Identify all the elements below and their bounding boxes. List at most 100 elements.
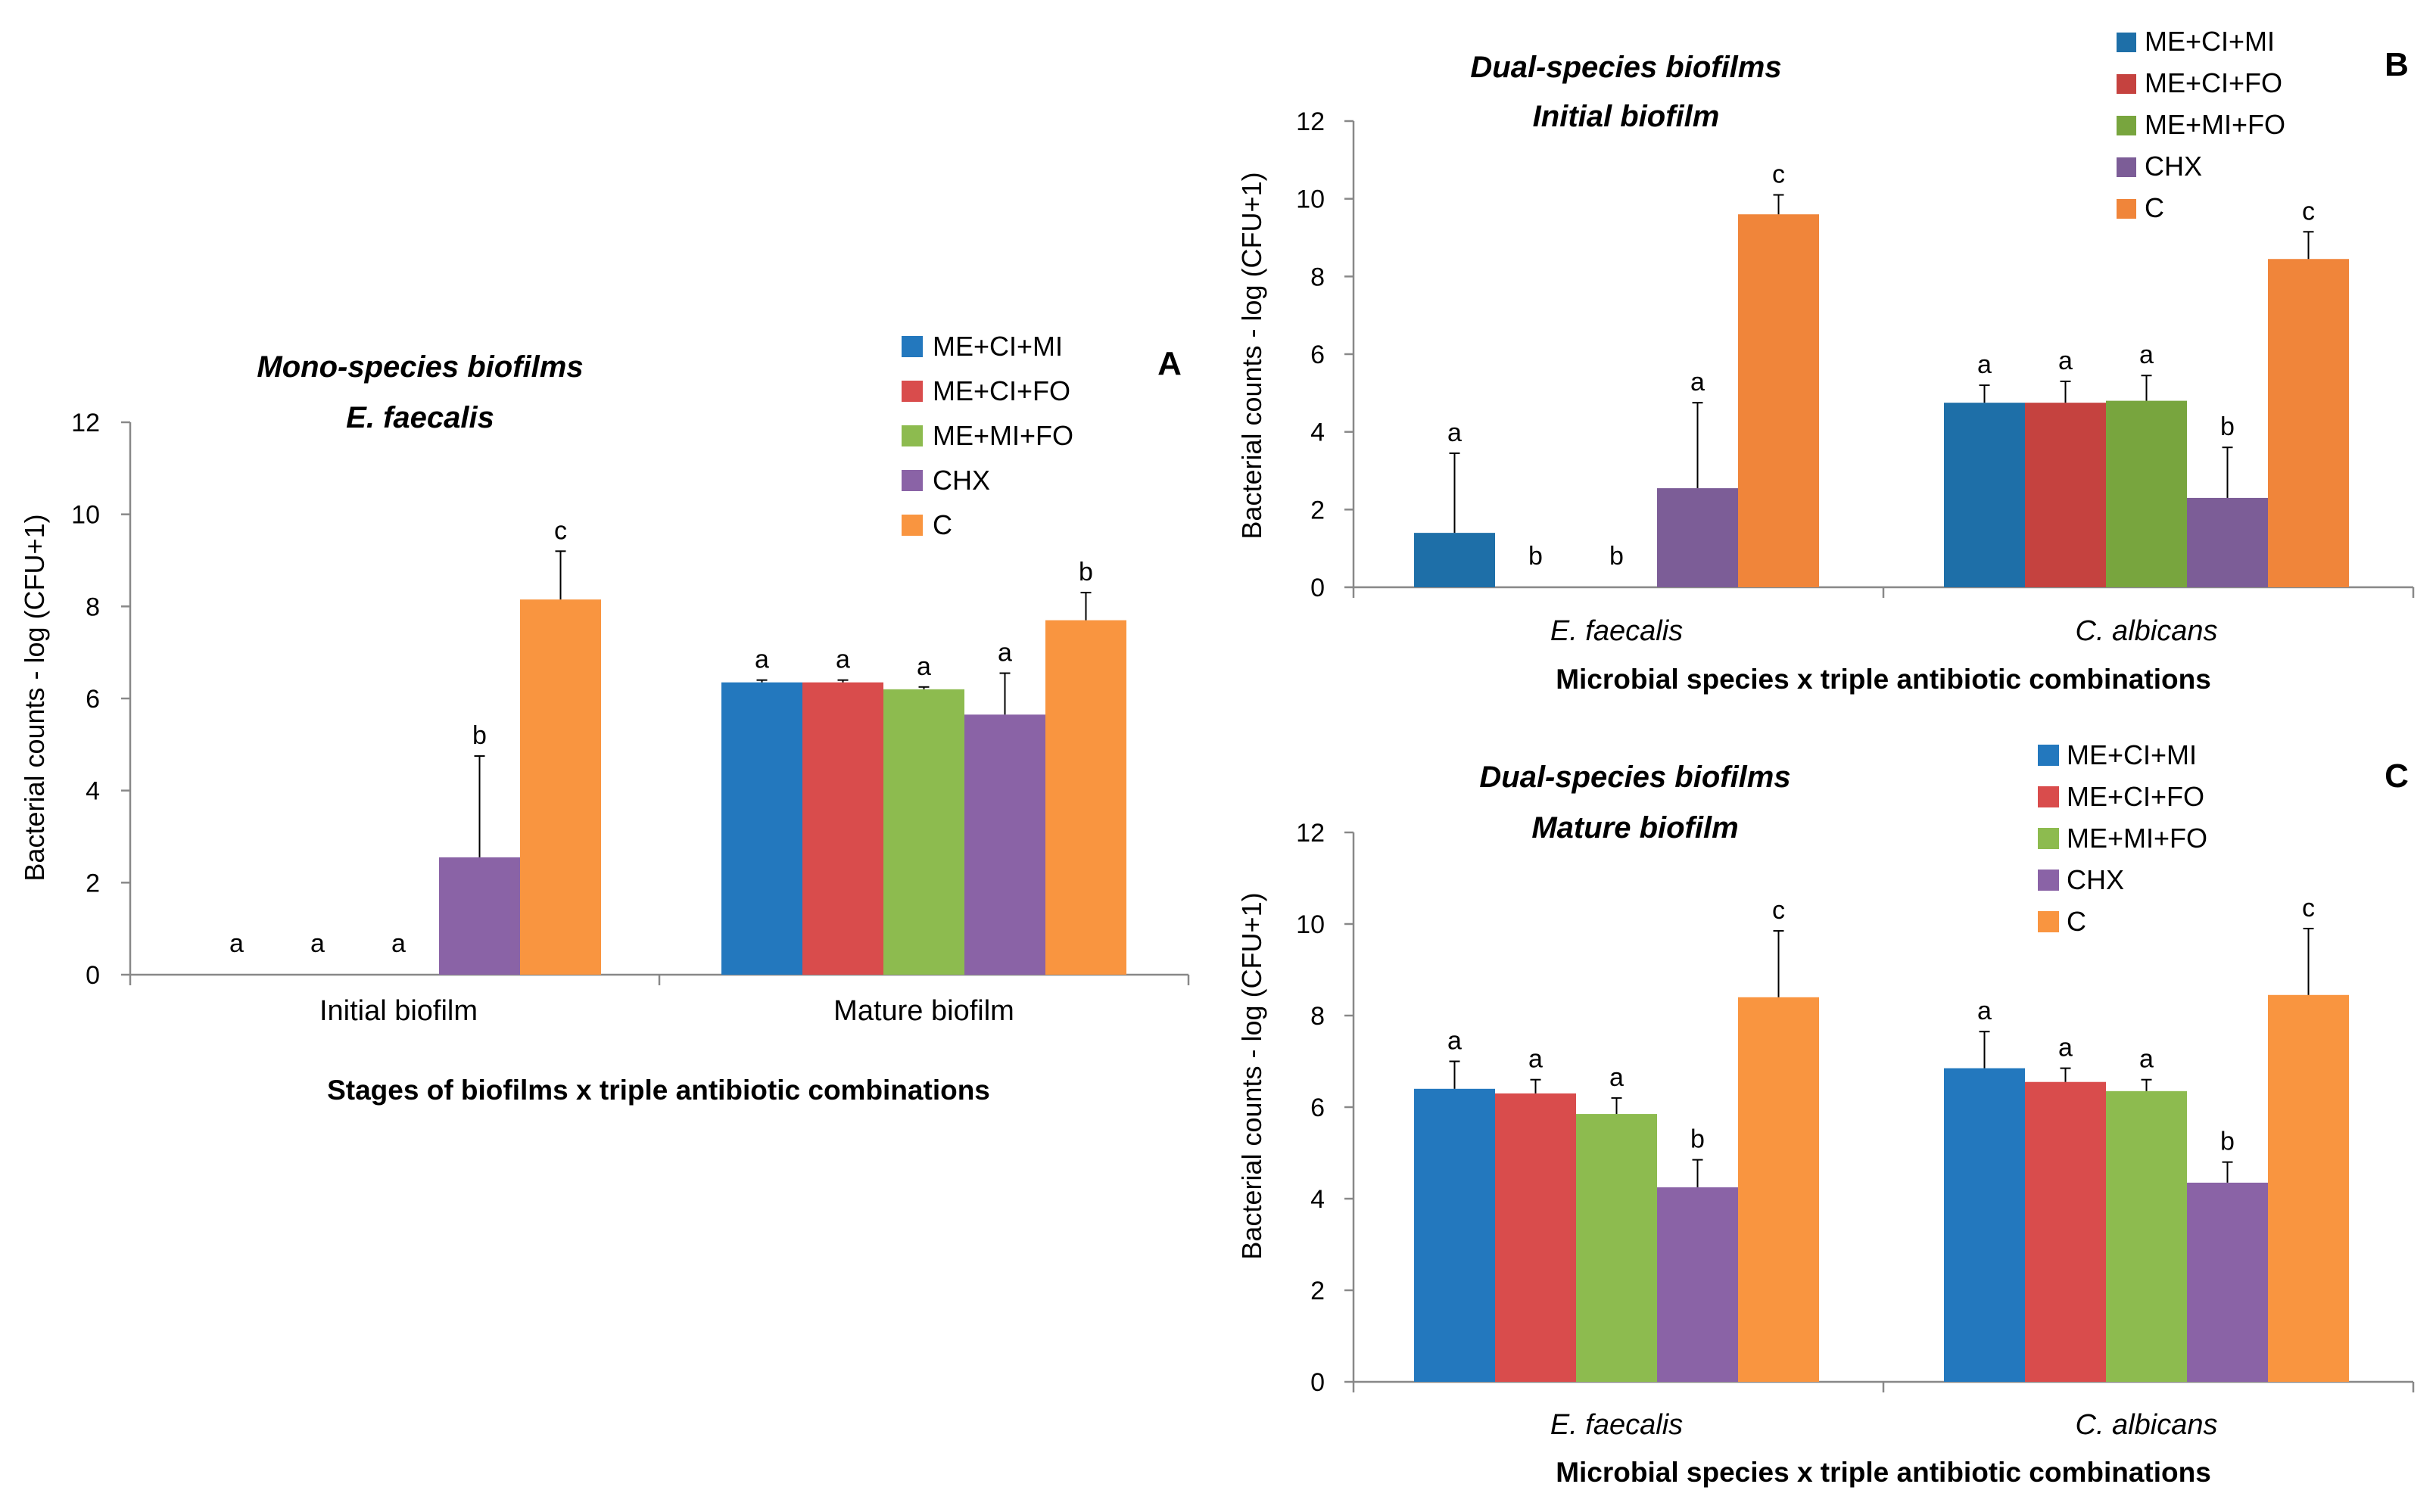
- chart-b-legend-label: ME+CI+FO: [2145, 67, 2282, 98]
- chart-c-x-axis-title: Microbial species x triple antibiotic co…: [1556, 1457, 2211, 1488]
- chart-c-legend-label: CHX: [2067, 864, 2124, 895]
- chart-b-y-tick-label: 2: [1310, 496, 1325, 524]
- chart-b-bar: [1738, 214, 1819, 587]
- chart-c-y-tick-label: 6: [1310, 1094, 1325, 1122]
- chart-b-title-line2: Initial biofilm: [1533, 100, 1720, 133]
- chart-a-legend-swatch: [902, 470, 923, 491]
- chart-b-significance-letter: c: [1772, 160, 1785, 189]
- chart-c-significance-letter: b: [1690, 1125, 1705, 1154]
- chart-b-significance-letter: b: [1528, 542, 1543, 571]
- chart-a-y-tick-label: 10: [71, 501, 100, 530]
- chart-c-category-label: E. faecalis: [1550, 1409, 1683, 1441]
- chart-b-legend-label: ME+CI+MI: [2145, 26, 2275, 57]
- chart-b-legend-label: CHX: [2145, 151, 2202, 182]
- chart-c-significance-letter: c: [1772, 896, 1785, 925]
- chart-c-legend-swatch: [2038, 786, 2059, 807]
- chart-b-significance-letter: b: [1609, 542, 1624, 571]
- chart-c-bar: [1576, 1114, 1657, 1382]
- chart-b-legend-swatch: [2117, 33, 2136, 52]
- chart-b-bar: [1414, 533, 1495, 587]
- chart-c-y-tick-label: 4: [1310, 1185, 1325, 1214]
- chart-c-bar: [1657, 1187, 1738, 1382]
- chart-a-significance-letter: a: [229, 929, 244, 958]
- chart-c-significance-letter: a: [2058, 1034, 2073, 1062]
- chart-c-legend-label: ME+CI+MI: [2067, 739, 2197, 770]
- chart-c-category-label: C. albicans: [2076, 1409, 2218, 1441]
- chart-c-significance-letter: a: [1528, 1045, 1543, 1074]
- chart-b-legend-swatch: [2117, 199, 2136, 219]
- chart-c-significance-letter: a: [2139, 1045, 2154, 1074]
- chart-b-x-axis-title: Microbial species x triple antibiotic co…: [1556, 664, 2211, 695]
- chart-b-bar: [1944, 403, 2025, 587]
- chart-b-y-axis-title: Bacterial counts - log (CFU+1): [1236, 172, 1267, 539]
- chart-a-y-tick-label: 2: [86, 869, 100, 898]
- chart-a-legend-label: ME+CI+FO: [933, 375, 1070, 406]
- chart-a-legend-label: ME+CI+MI: [933, 331, 1063, 362]
- chart-b-bar: [1657, 488, 1738, 587]
- chart-a-significance-letter: a: [755, 646, 769, 674]
- chart-a-significance-letter: b: [1079, 558, 1093, 586]
- chart-c-significance-letter: c: [2302, 894, 2315, 922]
- chart-c-y-tick-label: 10: [1296, 910, 1325, 939]
- chart-b-significance-letter: a: [1447, 418, 1462, 447]
- chart-a-bar: [520, 599, 601, 975]
- chart-b-significance-letter: b: [2220, 412, 2235, 441]
- chart-b-y-tick-label: 8: [1310, 263, 1325, 291]
- chart-b-plot: 0 2 4 6 8 10 12 E. faecalis C. albicans a a b a b a a b c…: [1296, 26, 2415, 647]
- chart-a-title-line1: Mono-species biofilms: [257, 350, 583, 384]
- chart-a-y-tick-label: 12: [71, 409, 100, 437]
- chart-c-legend-label: C: [2067, 906, 2086, 937]
- chart-a-significance-letter: a: [310, 929, 325, 958]
- chart-c-bar: [1495, 1093, 1576, 1382]
- chart-b-significance-letter: a: [2139, 341, 2154, 369]
- chart-a-y-tick-label: 6: [86, 685, 100, 714]
- chart-c-significance-letter: a: [1447, 1027, 1462, 1056]
- chart-c-y-tick-label: 0: [1310, 1368, 1325, 1397]
- chart-c-panel-label: C: [2385, 758, 2409, 795]
- chart-a-significance-letter: a: [391, 929, 406, 958]
- chart-b-significance-letter: a: [1977, 350, 1992, 379]
- chart-b-title-line1: Dual-species biofilms: [1470, 51, 1781, 84]
- chart-c-legend-swatch: [2038, 828, 2059, 849]
- chart-a-y-tick-label: 0: [86, 961, 100, 990]
- chart-a-legend-label: C: [933, 509, 952, 540]
- chart-a-bar: [1045, 620, 1126, 975]
- chart-a-bar: [439, 857, 520, 975]
- chart-c-bar: [1738, 997, 1819, 1382]
- chart-c-bar: [1944, 1068, 2025, 1382]
- chart-b-significance-letter: a: [2058, 347, 2073, 375]
- chart-b-bar: [2187, 497, 2268, 587]
- chart-a-legend-swatch: [902, 381, 923, 402]
- chart-b-category-label: E. faecalis: [1550, 615, 1683, 647]
- chart-b-bar: [2106, 400, 2187, 587]
- chart-a-y-tick-label: 8: [86, 593, 100, 621]
- chart-a-significance-letter: a: [998, 639, 1012, 667]
- chart-c-legend-swatch: [2038, 745, 2059, 766]
- chart-a-x-axis-title: Stages of biofilms x triple antibiotic c…: [327, 1075, 990, 1106]
- chart-a-significance-letter: a: [836, 646, 850, 674]
- chart-c-y-tick-label: 8: [1310, 1002, 1325, 1031]
- chart-c-bar: [2187, 1182, 2268, 1382]
- chart-b-panel-label: B: [2385, 46, 2409, 83]
- chart-a-significance-letter: c: [554, 516, 567, 545]
- chart-a-title-line2: E. faecalis: [346, 401, 494, 434]
- chart-c-significance-letter: a: [1977, 997, 1992, 1025]
- chart-c-plot: 0 2 4 6 8 10 12 E. faecalis C. albicans a a a a a a b b c…: [1296, 739, 2415, 1441]
- chart-a-y-tick-label: 4: [86, 777, 100, 806]
- chart-c-y-tick-label: 12: [1296, 819, 1325, 848]
- chart-c-significance-letter: a: [1609, 1063, 1624, 1092]
- chart-c-title-line1: Dual-species biofilms: [1479, 761, 1790, 794]
- chart-a-panel-label: A: [1157, 345, 1182, 382]
- chart-b-bar: [2268, 259, 2349, 587]
- chart-c-legend-swatch: [2038, 911, 2059, 932]
- chart-b-legend-swatch: [2117, 74, 2136, 94]
- chart-a-bar: [802, 682, 883, 975]
- chart-c-bar: [2025, 1081, 2106, 1382]
- chart-a-legend-swatch: [902, 425, 923, 446]
- chart-b-y-tick-label: 4: [1310, 418, 1325, 447]
- chart-c-bar: [1414, 1088, 1495, 1382]
- chart-a-legend-label: ME+MI+FO: [933, 420, 1073, 451]
- chart-c-y-axis-title: Bacterial counts - log (CFU+1): [1236, 892, 1267, 1259]
- chart-b-y-tick-label: 6: [1310, 341, 1325, 369]
- chart-c-significance-letter: b: [2220, 1128, 2235, 1156]
